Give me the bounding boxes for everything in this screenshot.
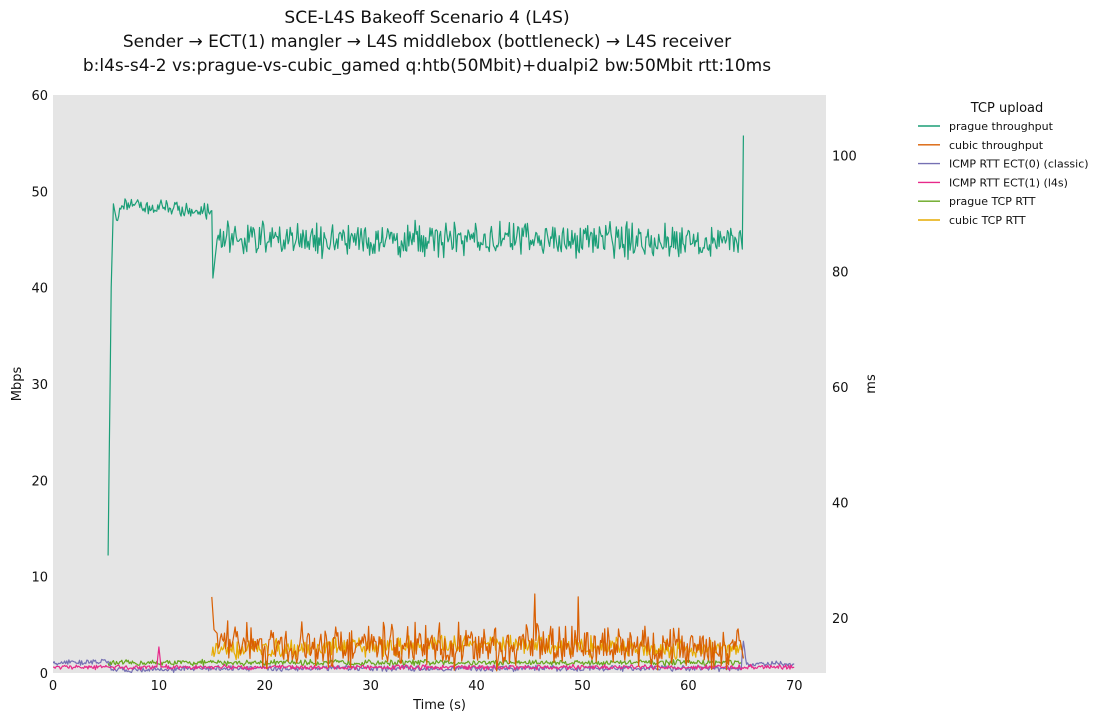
y-axis-left: 0 10 20 30 40 50 60 — [31, 89, 48, 682]
y2-tick-label: 80 — [832, 265, 849, 280]
legend-label: ICMP RTT ECT(0) (classic) — [949, 158, 1089, 171]
chart-title-line-2: Sender → ECT(1) mangler → L4S middlebox … — [123, 32, 731, 52]
legend-label: cubic throughput — [949, 139, 1044, 152]
y-axis-right: 20 40 60 80 100 — [832, 150, 857, 627]
series-line-cubic-throughput — [211, 593, 744, 672]
legend-item: cubic throughput — [918, 139, 1044, 152]
y-axis-label: Mbps — [10, 367, 25, 402]
legend-item: cubic TCP RTT — [918, 214, 1026, 227]
y2-tick-label: 100 — [832, 150, 857, 165]
legend-item: ICMP RTT ECT(1) (l4s) — [918, 176, 1068, 189]
y2-tick-label: 40 — [832, 496, 849, 511]
x-tick-label: 60 — [680, 679, 697, 694]
series-layer — [53, 135, 795, 673]
x-tick-label: 50 — [574, 679, 591, 694]
series-line-icmp-rtt-ect-1-l4s — [53, 646, 795, 671]
x-tick-label: 20 — [257, 679, 274, 694]
y-tick-label: 60 — [31, 89, 48, 104]
y2-axis-label: ms — [864, 374, 879, 394]
legend-label: cubic TCP RTT — [949, 214, 1026, 227]
chart-title-line-1: SCE-L4S Bakeoff Scenario 4 (L4S) — [284, 8, 569, 28]
y-tick-label: 10 — [31, 571, 48, 586]
x-tick-label: 10 — [151, 679, 168, 694]
y-tick-label: 20 — [31, 474, 48, 489]
legend-label: prague throughput — [949, 120, 1054, 133]
chart-title: SCE-L4S Bakeoff Scenario 4 (L4S) Sender →… — [83, 8, 771, 76]
y-tick-label: 30 — [31, 378, 48, 393]
series-line-icmp-rtt-ect-0-classic — [53, 640, 795, 673]
y2-tick-label: 20 — [832, 612, 849, 627]
legend-item: prague throughput — [918, 120, 1054, 133]
legend-title: TCP upload — [970, 101, 1044, 116]
y-tick-label: 0 — [40, 667, 48, 682]
y2-tick-label: 60 — [832, 381, 849, 396]
x-axis: 0 10 20 30 40 50 60 70 — [49, 679, 803, 694]
x-tick-label: 40 — [468, 679, 485, 694]
legend-item: prague TCP RTT — [918, 195, 1036, 208]
legend-item: ICMP RTT ECT(0) (classic) — [918, 158, 1089, 171]
y-tick-label: 40 — [31, 282, 48, 297]
x-axis-label: Time (s) — [412, 698, 466, 713]
series-line-prague-tcp-rtt — [107, 658, 742, 667]
legend-label: ICMP RTT ECT(1) (l4s) — [949, 176, 1068, 189]
y-tick-label: 50 — [31, 185, 48, 200]
legend: TCP upload prague throughput cubic through… — [918, 101, 1089, 227]
x-tick-label: 30 — [362, 679, 379, 694]
chart-title-line-3: b:l4s-s4-2 vs:prague-vs-cubic_gamed q:ht… — [83, 56, 771, 76]
x-tick-label: 0 — [49, 679, 57, 694]
legend-label: prague TCP RTT — [949, 195, 1036, 208]
series-line-prague-throughput — [107, 135, 744, 556]
plot-area — [53, 95, 826, 673]
x-tick-label: 70 — [786, 679, 803, 694]
